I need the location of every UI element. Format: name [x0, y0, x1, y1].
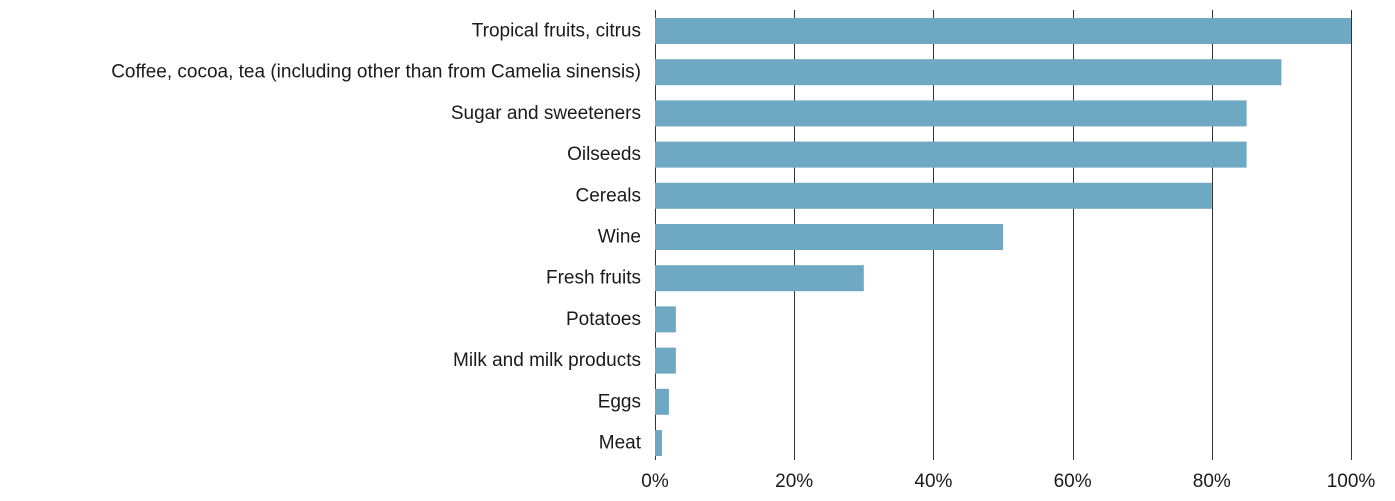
x-axis-tick-layer: 0% 20% 40% 60% 80% 100%	[641, 471, 1375, 492]
x-tick-label: 0%	[641, 471, 669, 492]
category-label: Coffee, cocoa, tea (including other than…	[111, 62, 641, 83]
bar	[655, 59, 1282, 86]
bar	[655, 141, 1247, 168]
x-tick-label: 20%	[775, 471, 813, 492]
bar	[655, 347, 676, 374]
category-label: Eggs	[598, 391, 641, 412]
bar	[655, 182, 1212, 209]
bar	[655, 18, 1351, 44]
bar	[655, 388, 669, 415]
category-label: Meat	[599, 433, 642, 454]
category-label: Oilseeds	[567, 144, 641, 165]
bar	[655, 306, 676, 333]
category-label: Cereals	[576, 185, 641, 206]
bar	[655, 100, 1247, 127]
x-tick-label: 60%	[1054, 471, 1092, 492]
x-tick-label: 100%	[1327, 471, 1376, 492]
bar	[655, 430, 662, 456]
x-tick-label: 40%	[914, 471, 952, 492]
category-label: Sugar and sweeteners	[451, 103, 641, 124]
bar	[655, 265, 864, 292]
category-label: Milk and milk products	[453, 350, 641, 371]
category-label: Wine	[598, 227, 641, 248]
bar-layer	[655, 18, 1351, 456]
category-label: Potatoes	[566, 309, 641, 330]
bar	[655, 224, 1003, 250]
x-tick-label: 80%	[1193, 471, 1231, 492]
category-label-layer: Tropical fruits, citrus Coffee, cocoa, te…	[111, 21, 642, 454]
category-label: Fresh fruits	[546, 268, 641, 289]
category-label: Tropical fruits, citrus	[472, 21, 641, 42]
